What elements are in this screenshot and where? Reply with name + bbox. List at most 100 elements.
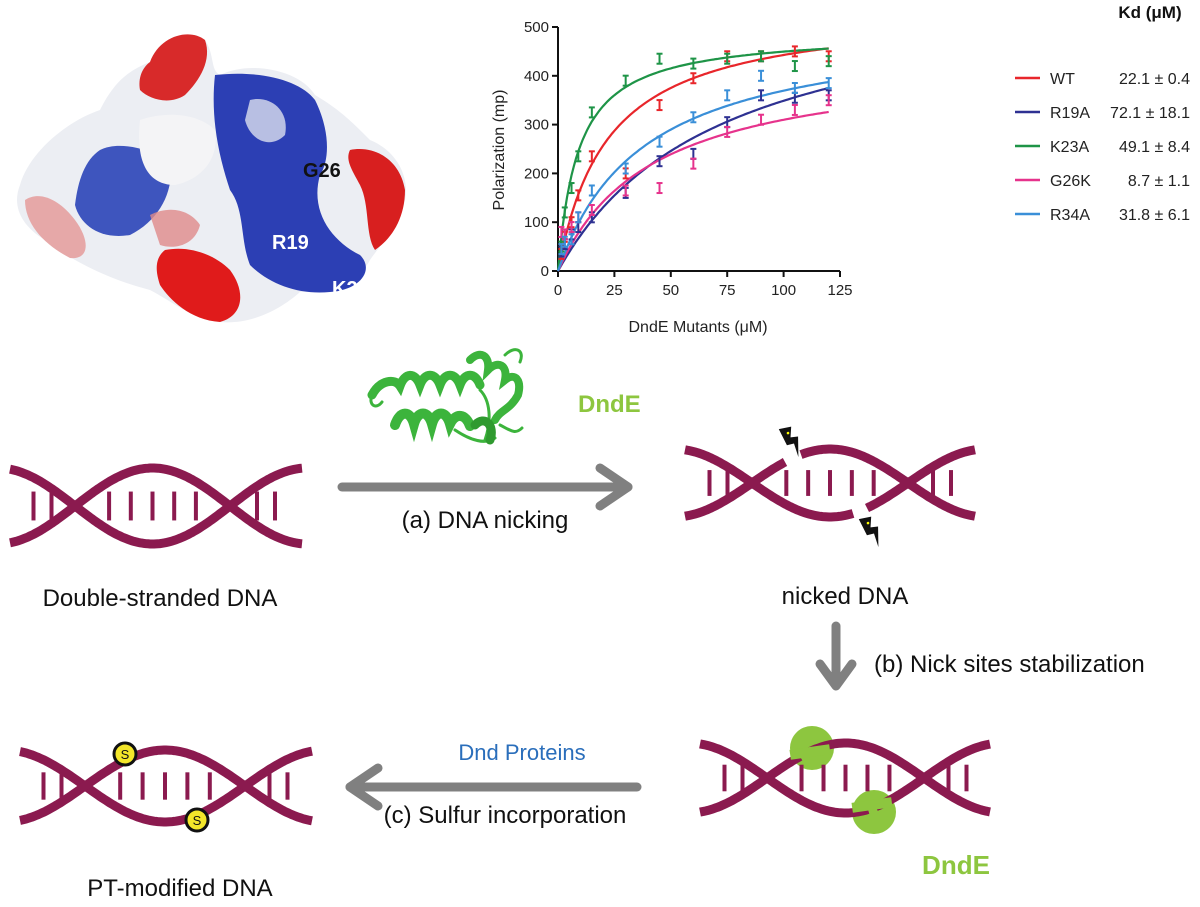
data-point-g26k — [791, 103, 798, 116]
data-point-g26k — [758, 113, 765, 126]
x-tick-label: 0 — [554, 282, 562, 299]
data-point-k23a — [575, 150, 582, 163]
arrow-right-a — [337, 463, 633, 511]
dna-strand — [699, 739, 991, 818]
dnde-clamp — [851, 797, 893, 813]
curve-r19a — [557, 86, 829, 272]
dna-strand — [9, 463, 303, 549]
dnde-label: DndE — [578, 391, 641, 418]
data-point-k23a — [588, 106, 595, 119]
x-tick-label: 75 — [719, 282, 736, 299]
nicked-dna-label: nicked DNA — [782, 583, 909, 610]
legend-label: G26K — [1050, 173, 1091, 190]
data-point-r19a — [656, 155, 663, 168]
y-tick-label: 100 — [524, 214, 549, 231]
x-tick-label: 50 — [662, 282, 679, 299]
lightning-bolt-icon — [778, 426, 799, 458]
data-point-r34a — [825, 77, 832, 90]
data-point-g26k — [724, 125, 731, 138]
data-point-k23a — [690, 57, 697, 70]
y-tick-label: 300 — [524, 117, 549, 134]
legend-label: K23A — [1050, 139, 1089, 156]
data-point-r34a — [622, 162, 629, 175]
binding-chart: 0 25 50 75 100 125 0 100 200 300 400 500 DndE Mutan… — [491, 3, 1190, 336]
data-point-r19a — [690, 147, 697, 160]
data-point-r34a — [656, 135, 663, 148]
legend-title: Kd (μM) — [1118, 3, 1181, 22]
data-point-r34a — [575, 211, 582, 224]
data-point-g26k — [825, 94, 832, 107]
data-point-wt — [791, 45, 798, 58]
data-point-r34a — [561, 235, 568, 248]
data-point-r34a — [791, 82, 798, 94]
residue-label-g26: G26 — [303, 160, 341, 182]
residue-label-k23: K23 — [332, 278, 369, 300]
step-b-label: (b) Nick sites stabilization — [874, 651, 1145, 678]
sulfur-symbol: S — [193, 813, 202, 828]
data-point-k23a — [758, 50, 765, 63]
dnde-ribbon-icon — [367, 348, 524, 445]
data-point-g26k — [622, 184, 629, 197]
dna-strand — [699, 738, 991, 817]
data-point-g26k — [656, 182, 663, 195]
legend-label: WT — [1050, 71, 1075, 88]
y-tick-label: 200 — [524, 165, 549, 182]
legend-label: R34A — [1050, 207, 1090, 224]
data-point-r19a — [758, 89, 765, 102]
dna-strand — [684, 444, 976, 521]
data-point-g26k — [568, 221, 575, 234]
arrow-left-c — [345, 763, 642, 811]
stabilized-dna-icon — [699, 726, 991, 834]
y-tick-label: 500 — [524, 19, 549, 36]
x-axis-label: DndE Mutants (μM) — [628, 319, 767, 336]
legend-kd-value: 72.1 ± 18.1 — [1110, 105, 1190, 122]
data-point-r34a — [588, 184, 595, 197]
data-point-k23a — [568, 182, 575, 195]
data-point-wt — [690, 72, 697, 85]
dnde-clamp — [789, 744, 831, 760]
legend-kd-value: 22.1 ± 0.4 — [1119, 71, 1190, 88]
data-point-g26k — [690, 157, 697, 170]
data-point-r34a — [558, 243, 565, 256]
dna-strand — [9, 463, 303, 549]
data-point-r34a — [758, 69, 765, 82]
curve-g26k — [557, 110, 829, 272]
y-axis-label: Polarization (mp) — [491, 90, 508, 211]
legend-kd-value: 31.8 ± 6.1 — [1119, 207, 1190, 224]
sulfur-atom-icon: S — [112, 741, 138, 767]
x-tick-label: 25 — [606, 282, 623, 299]
dna-strand — [19, 746, 313, 827]
step-a-label: (a) DNA nicking — [402, 507, 569, 534]
dnd-proteins-label: Dnd Proteins — [458, 740, 585, 765]
dna-strand — [684, 445, 976, 522]
data-point-g26k — [588, 204, 595, 216]
step-c-label: (c) Sulfur incorporation — [384, 802, 627, 829]
data-point-r34a — [690, 111, 697, 124]
sulfur-atom-icon: S — [184, 807, 210, 833]
residue-label-r19: R19 — [272, 232, 309, 254]
ds-dna-label: Double-stranded DNA — [43, 585, 278, 612]
data-point-k23a — [724, 52, 731, 65]
legend-label: R19A — [1050, 105, 1090, 122]
data-point-wt — [656, 99, 663, 112]
data-point-k23a — [622, 74, 629, 87]
data-point-k23a — [561, 206, 568, 219]
pt-modified-dna-icon: SS — [19, 741, 313, 833]
data-point-k23a — [791, 60, 798, 73]
legend-kd-value: 49.1 ± 8.4 — [1119, 139, 1190, 156]
data-point-k23a — [825, 55, 832, 68]
protein-surface-image: G26 R19 K23 — [17, 34, 406, 323]
double-stranded-dna-icon — [9, 463, 303, 549]
data-point-r34a — [568, 233, 575, 246]
legend-kd-value: 8.7 ± 1.1 — [1128, 173, 1190, 190]
dnde-bound-label: DndE — [922, 850, 990, 880]
y-tick-label: 0 — [541, 263, 549, 280]
mechanism-scheme: SS DndE (a) DNA nicking Double-stranded … — [9, 348, 1145, 902]
data-point-wt — [575, 189, 582, 202]
sulfur-symbol: S — [121, 747, 130, 762]
pt-dna-label: PT-modified DNA — [87, 875, 272, 902]
nicked-dna-icon — [684, 426, 976, 548]
lightning-bolt-icon — [858, 516, 879, 548]
data-point-r34a — [724, 89, 731, 102]
